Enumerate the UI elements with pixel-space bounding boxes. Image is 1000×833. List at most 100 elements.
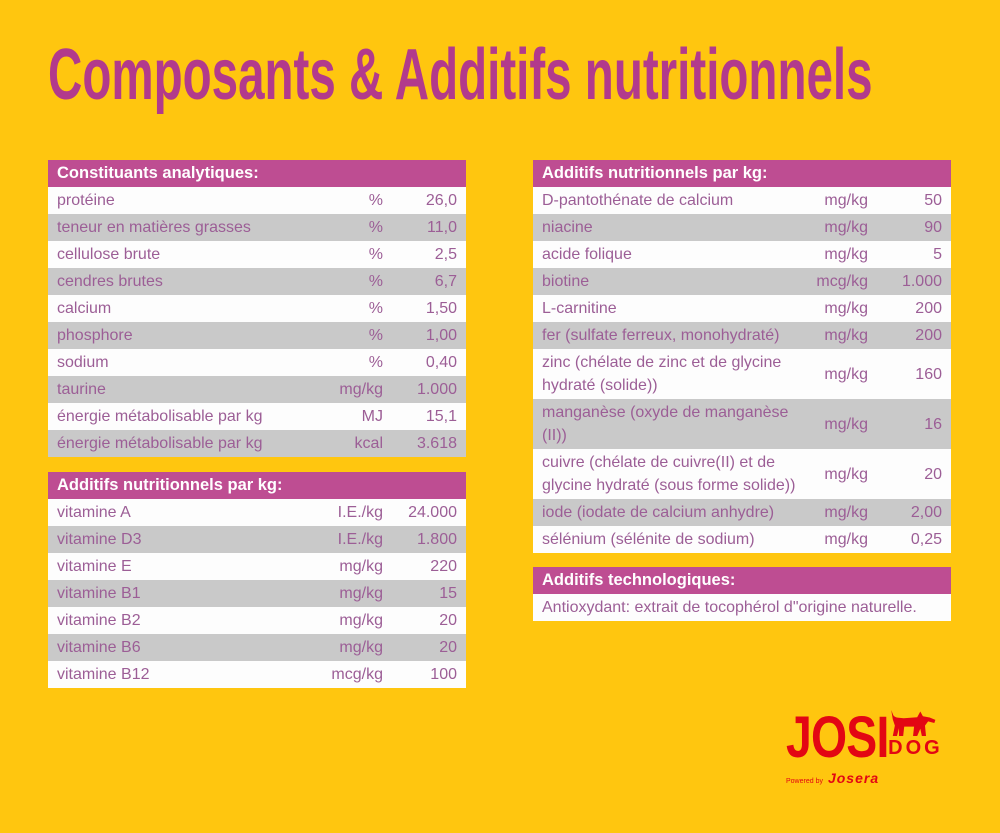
ingredient-unit: mg/kg	[824, 531, 868, 548]
ingredient-unit: mg/kg	[824, 192, 868, 209]
ingredient-name: biotine	[542, 273, 590, 290]
analytical-constituents-header: Constituants analytiques:	[48, 160, 466, 187]
ingredient-value: 100	[430, 666, 457, 683]
ingredient-value: 1,50	[425, 300, 457, 317]
ingredient-name: iode (iodate de calcium anhydre)	[542, 504, 775, 521]
ingredient-unit: mg/kg	[824, 415, 868, 433]
ingredient-name: D-pantothénate de calcium	[542, 192, 734, 209]
table-row: fer (sulfate ferreux, monohydraté) mg/kg…	[533, 322, 951, 349]
table-row: taurine mg/kg 1.000	[48, 376, 466, 403]
table-row: énergie métabolisable par kg kcal 3.618	[48, 430, 466, 457]
nutritional-additives-vitamins-rows: vitamine A I.E./kg 24.000 vitamine D3 I.…	[48, 499, 466, 688]
ingredient-value: 11,0	[427, 219, 457, 236]
left-column: Constituants analytiques: protéine % 26,…	[48, 160, 466, 703]
ingredient-unit: mg/kg	[824, 246, 868, 263]
ingredient-name: vitamine B6	[57, 639, 141, 656]
ingredient-value: 15,1	[425, 408, 457, 425]
ingredient-name: fer (sulfate ferreux, monohydraté)	[542, 327, 780, 344]
nutritional-additives-vitamins-header: Additifs nutritionnels par kg:	[48, 472, 466, 499]
ingredient-name: sodium	[57, 354, 109, 371]
table-row: protéine % 26,0	[48, 187, 466, 214]
ingredient-unit: I.E./kg	[337, 504, 383, 521]
ingredient-name: phosphore	[57, 327, 133, 344]
table-row: vitamine B1 mg/kg 15	[48, 580, 466, 607]
table-row: sélénium (sélénite de sodium) mg/kg 0,25	[533, 526, 951, 553]
ingredient-value: 16	[924, 415, 942, 433]
ingredient-unit: mg/kg	[824, 465, 868, 483]
table-row: calcium % 1,50	[48, 295, 466, 322]
ingredient-unit: %	[368, 273, 383, 290]
ingredient-value: 2,00	[910, 504, 942, 521]
table-row: cellulose brute % 2,5	[48, 241, 466, 268]
ingredient-value: 1.000	[416, 381, 457, 398]
ingredient-unit: kcal	[354, 435, 383, 452]
ingredient-value: 0,25	[910, 531, 942, 548]
ingredient-value: 160	[915, 365, 942, 383]
antioxidant-note: Antioxydant: extrait de tocophérol d"ori…	[542, 598, 917, 616]
brand-text: JOSI	[786, 705, 889, 770]
ingredient-name: L-carnitine	[542, 300, 617, 317]
nutritional-additives-minerals-rows: D-pantothénate de calcium mg/kg 50 niaci…	[533, 187, 951, 553]
ingredient-unit: mg/kg	[824, 219, 868, 236]
ingredient-name: taurine	[57, 381, 106, 398]
brand-right: DOG	[888, 710, 943, 758]
ingredient-unit: mg/kg	[824, 504, 868, 521]
ingredient-unit: mg/kg	[339, 639, 383, 656]
ingredient-name: manganèse (oxyde de manganèse (II))	[542, 404, 789, 444]
table-row: vitamine B6 mg/kg 20	[48, 634, 466, 661]
powered-by-text: Powered by	[786, 778, 823, 786]
ingredient-unit: %	[368, 354, 383, 371]
ingredient-name: vitamine A	[57, 504, 131, 521]
technological-additives-note: Antioxydant: extrait de tocophérol d"ori…	[533, 594, 951, 621]
table-row: biotine mcg/kg 1.000	[533, 268, 951, 295]
table-row: énergie métabolisable par kg MJ 15,1	[48, 403, 466, 430]
ingredient-value: 20	[439, 639, 457, 656]
table-row: vitamine E mg/kg 220	[48, 553, 466, 580]
ingredient-value: 15	[439, 585, 457, 602]
ingredient-value: 200	[915, 300, 942, 317]
table-row: iode (iodate de calcium anhydre) mg/kg 2…	[533, 499, 951, 526]
ingredient-unit: %	[368, 246, 383, 263]
ingredient-value: 20	[924, 465, 942, 483]
ingredient-value: 24.000	[408, 504, 457, 521]
technological-additives-section: Additifs technologiques: Antioxydant: ex…	[533, 567, 951, 621]
josidog-logo-top: JOSI DOG	[786, 705, 943, 770]
ingredient-name: énergie métabolisable par kg	[57, 435, 263, 452]
table-row: acide folique mg/kg 5	[533, 241, 951, 268]
table-row: sodium % 0,40	[48, 349, 466, 376]
analytical-constituents-rows: protéine % 26,0 teneur en matières grass…	[48, 187, 466, 457]
ingredient-unit: I.E./kg	[337, 531, 383, 548]
page-title: Composants & Additifs nutritionnels	[48, 35, 873, 115]
table-row: zinc (chélate de zinc et de glycine hydr…	[533, 349, 951, 399]
ingredient-unit: mg/kg	[824, 365, 868, 383]
ingredient-name: protéine	[57, 192, 115, 209]
ingredient-unit: mg/kg	[339, 558, 383, 575]
ingredient-unit: %	[368, 300, 383, 317]
ingredient-unit: %	[368, 192, 383, 209]
table-row: manganèse (oxyde de manganèse (II)) mg/k…	[533, 399, 951, 449]
ingredient-value: 1,00	[425, 327, 457, 344]
ingredient-unit: mg/kg	[339, 612, 383, 629]
table-row: D-pantothénate de calcium mg/kg 50	[533, 187, 951, 214]
brand-sub-text: DOG	[888, 737, 943, 759]
table-row: cuivre (chélate de cuivre(II) et de glyc…	[533, 449, 951, 499]
table-row: teneur en matières grasses % 11,0	[48, 214, 466, 241]
ingredient-name: cuivre (chélate de cuivre(II) et de glyc…	[542, 454, 796, 494]
ingredient-value: 3.618	[416, 435, 457, 452]
ingredient-name: calcium	[57, 300, 112, 317]
ingredient-unit: mg/kg	[339, 381, 383, 398]
analytical-constituents-table: Constituants analytiques: protéine % 26,…	[48, 160, 466, 457]
ingredient-value: 0,40	[425, 354, 457, 371]
table-row: vitamine D3 I.E./kg 1.800	[48, 526, 466, 553]
table-row: niacine mg/kg 90	[533, 214, 951, 241]
josidog-logo: JOSI DOG Powered by Josera	[786, 705, 943, 786]
ingredient-unit: mcg/kg	[331, 666, 383, 683]
ingredient-value: 200	[915, 327, 942, 344]
ingredient-unit: mg/kg	[339, 585, 383, 602]
nutritional-additives-minerals-table: Additifs nutritionnels par kg: D-pantoth…	[533, 160, 951, 553]
ingredient-value: 5	[933, 246, 942, 263]
ingredient-name: vitamine B1	[57, 585, 141, 602]
ingredient-name: teneur en matières grasses	[57, 219, 251, 236]
ingredient-value: 1.800	[416, 531, 457, 548]
ingredient-unit: MJ	[361, 408, 383, 425]
